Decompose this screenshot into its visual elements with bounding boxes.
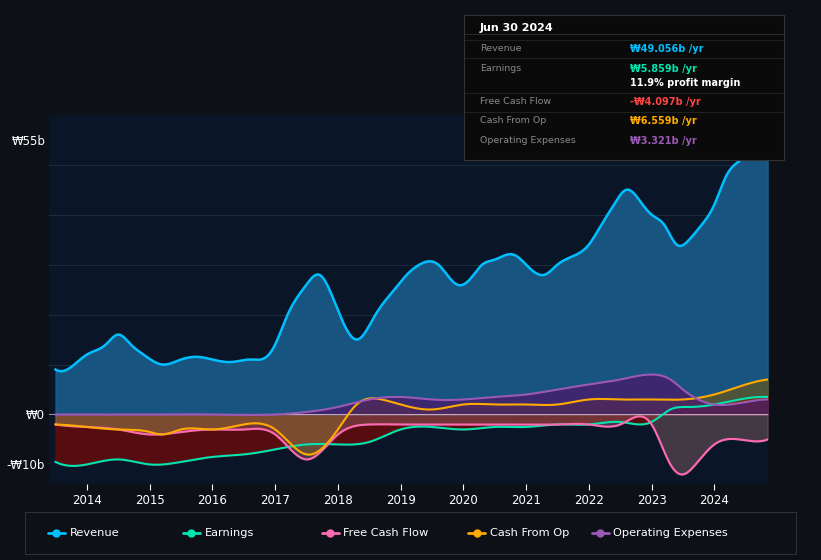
Text: Cash From Op: Cash From Op — [490, 529, 570, 538]
Text: Earnings: Earnings — [479, 63, 521, 73]
Text: Free Cash Flow: Free Cash Flow — [479, 97, 551, 106]
Text: Revenue: Revenue — [479, 44, 521, 53]
Text: ₩6.559b /yr: ₩6.559b /yr — [631, 116, 697, 126]
Text: ₩49.056b /yr: ₩49.056b /yr — [631, 44, 704, 54]
Text: ₩5.859b /yr: ₩5.859b /yr — [631, 63, 697, 73]
Text: Operating Expenses: Operating Expenses — [479, 137, 576, 146]
Text: Revenue: Revenue — [70, 529, 119, 538]
Text: ₩3.321b /yr: ₩3.321b /yr — [631, 137, 697, 147]
Text: 11.9% profit margin: 11.9% profit margin — [631, 78, 741, 88]
Text: Earnings: Earnings — [204, 529, 254, 538]
Text: Free Cash Flow: Free Cash Flow — [343, 529, 429, 538]
Text: -₩4.097b /yr: -₩4.097b /yr — [631, 97, 701, 107]
Text: Operating Expenses: Operating Expenses — [613, 529, 728, 538]
Text: Jun 30 2024: Jun 30 2024 — [479, 23, 553, 33]
Text: Cash From Op: Cash From Op — [479, 116, 546, 125]
